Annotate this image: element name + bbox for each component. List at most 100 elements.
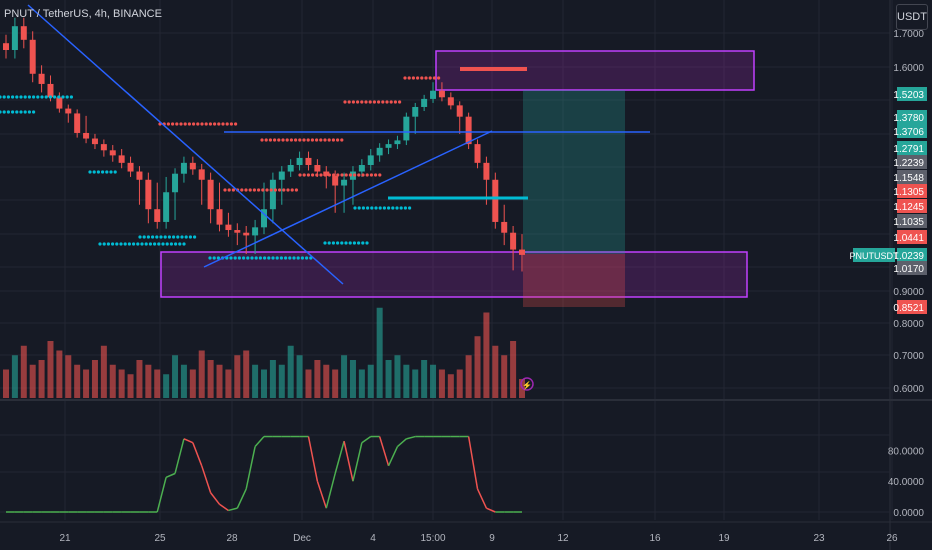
volume-bar [145,364,152,398]
level-dot [378,173,382,177]
volume-bar [269,360,276,398]
level-dot [315,138,319,142]
lightning-glyph: ⚡ [522,380,532,390]
level-dot [403,206,407,210]
level-dot [343,100,347,104]
time-axis-label: 9 [489,533,495,544]
level-dot [213,122,217,126]
level-dot [357,206,361,210]
volume-bar [314,360,321,398]
level-dot [368,100,372,104]
volume-bar [180,364,187,398]
level-dot [408,206,412,210]
candle [56,97,63,109]
level-dot [19,110,23,114]
time-axis-label: 19 [718,533,730,544]
level-dot [340,241,344,245]
level-dot [200,122,204,126]
candle [430,90,437,99]
level-dot [161,242,165,246]
level-dot [365,241,369,245]
level-dot [229,256,233,260]
volume-bar [323,364,330,398]
level-dot [360,100,364,104]
oscillator-line [378,436,390,467]
candle [261,209,267,228]
level-dot [336,173,340,177]
volume-bar [501,355,508,398]
oscillator-line [245,446,256,490]
level-dot [171,122,175,126]
volume-bar [163,374,170,398]
level-dot [310,138,314,142]
volume-bar [296,355,303,398]
level-dot [387,206,391,210]
candle [269,179,276,210]
level-dot [208,122,212,126]
level-dot [61,95,65,99]
volume-bar [234,355,241,398]
level-dot [437,76,441,80]
level-dot [432,76,436,80]
level-dot [254,256,258,260]
level-dot [178,242,182,246]
candle [154,209,161,222]
price-tag [897,170,927,184]
volume-bar [483,312,490,398]
level-dot [377,100,381,104]
volume-bar [349,360,356,398]
level-dot [285,138,289,142]
level-dot [98,242,102,246]
level-dot [300,256,304,260]
level-dot [298,173,302,177]
level-dot [292,256,296,260]
level-dot [372,100,376,104]
candle [438,90,445,98]
level-dot [240,188,244,192]
level-dot [260,138,264,142]
volume-bar [100,345,107,398]
level-dot [271,256,275,260]
volume-bar [278,364,285,398]
level-dot [157,242,161,246]
level-dot [284,256,288,260]
price-tag [897,141,927,155]
level-dot [92,170,96,174]
price-axis-label: 0.8000 [893,319,924,330]
level-dot [216,256,220,260]
time-axis-label: 23 [813,533,825,544]
candle [109,150,116,156]
level-dot [369,173,373,177]
volume-bar [394,355,401,398]
level-dot [101,170,105,174]
level-dot [96,170,100,174]
level-dot [138,235,142,239]
volume-bar [216,364,223,398]
currency-button[interactable]: USDT [896,4,928,30]
price-tag [897,87,927,101]
level-dot [176,235,180,239]
level-dot [40,95,44,99]
candle [38,73,45,84]
price-axis-label: 1.6000 [893,63,924,74]
candle [519,249,525,255]
volume-bar [136,360,143,398]
level-dot [278,188,282,192]
price-tag [897,184,927,198]
price-tag-label: 1.1035 [893,217,924,228]
volume-bar [367,364,374,398]
price-tag-label: 1.0239 [893,251,924,262]
lightning-icon [520,377,534,391]
level-dot [294,138,298,142]
level-dot [261,188,265,192]
volume-bar [109,364,116,398]
level-dot [391,206,395,210]
level-dot [424,76,428,80]
volume-bar [243,350,250,398]
level-dot [27,110,31,114]
candle [510,232,517,250]
candle [243,232,250,236]
oscillator-line [165,472,176,479]
